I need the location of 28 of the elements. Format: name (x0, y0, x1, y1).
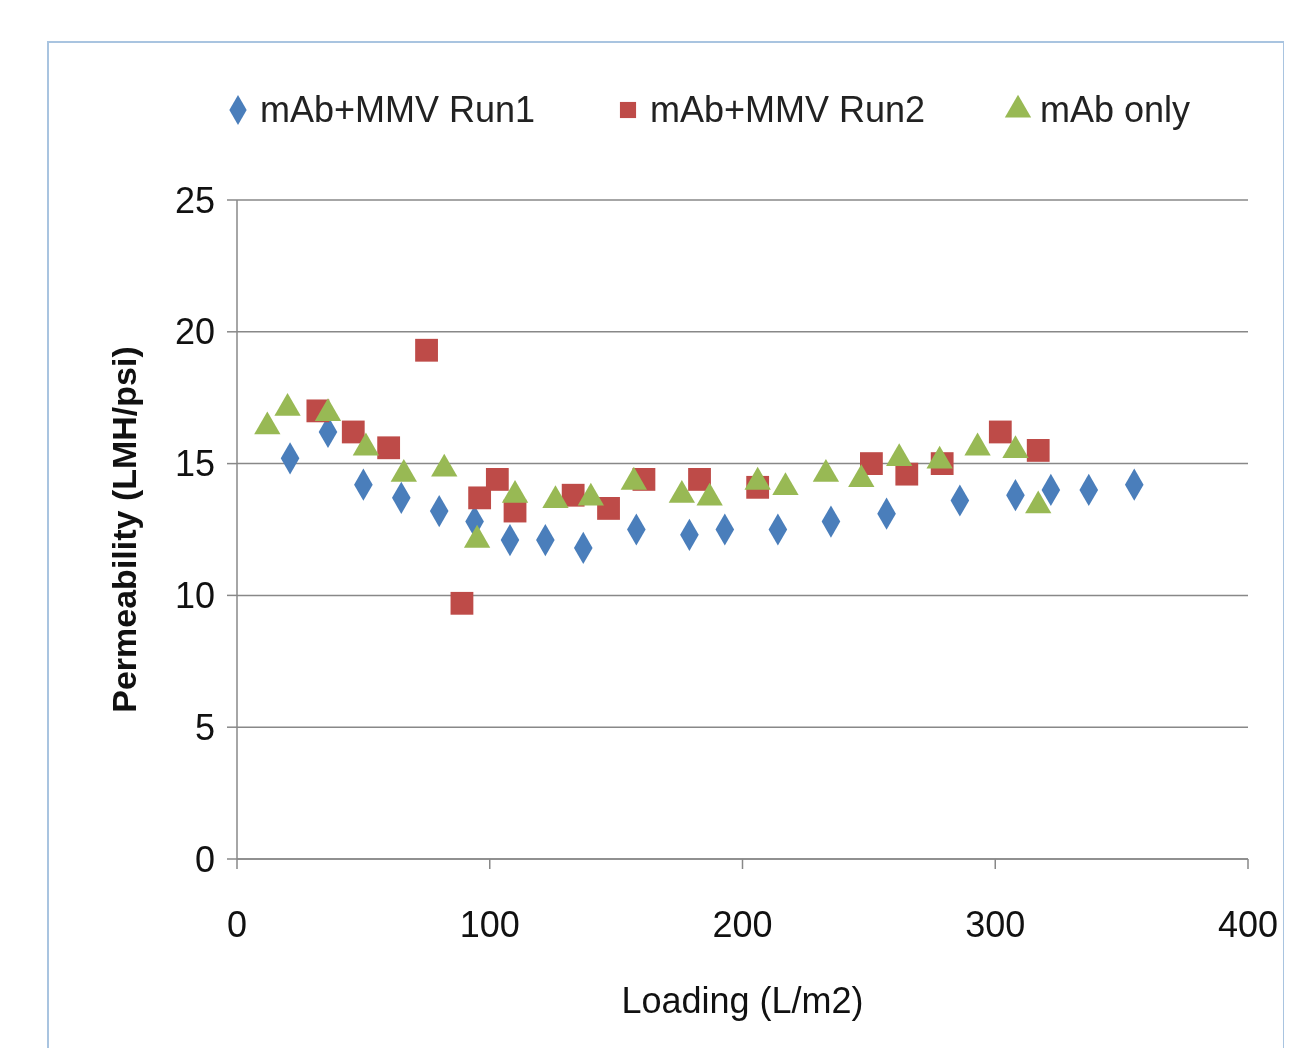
point (415, 338, 438, 362)
point (450, 591, 474, 615)
point (895, 462, 919, 486)
point (485, 468, 509, 491)
y-tick-label: 25 (174, 179, 215, 221)
y-tick-label: 20 (174, 311, 215, 353)
legend-label: mAb+MMV Run1 (260, 89, 536, 130)
legend-label: mAb only (1040, 89, 1191, 130)
y-tick-label: 15 (174, 443, 215, 485)
x-axis-title: Loading (L/m2) (621, 980, 864, 1021)
point (377, 436, 401, 460)
y-tick-label: 10 (174, 575, 215, 616)
point (597, 497, 620, 520)
y-tick-label: 5 (194, 706, 215, 748)
x-tick-label: 400 (1217, 904, 1279, 945)
x-tick-label: 300 (965, 904, 1026, 945)
x-tick-label: 0 (226, 904, 248, 945)
y-tick-label: 0 (194, 838, 215, 880)
point (468, 486, 492, 510)
legend-label: mAb+MMV Run2 (650, 89, 926, 130)
x-tick-label: 100 (459, 904, 520, 945)
point (988, 420, 1012, 444)
point (341, 420, 365, 444)
x-tick-label: 200 (712, 904, 773, 945)
point (688, 468, 711, 491)
point (860, 452, 883, 475)
y-axis-title: Permeability (LMH/psi) (105, 346, 143, 713)
point (1026, 439, 1050, 462)
